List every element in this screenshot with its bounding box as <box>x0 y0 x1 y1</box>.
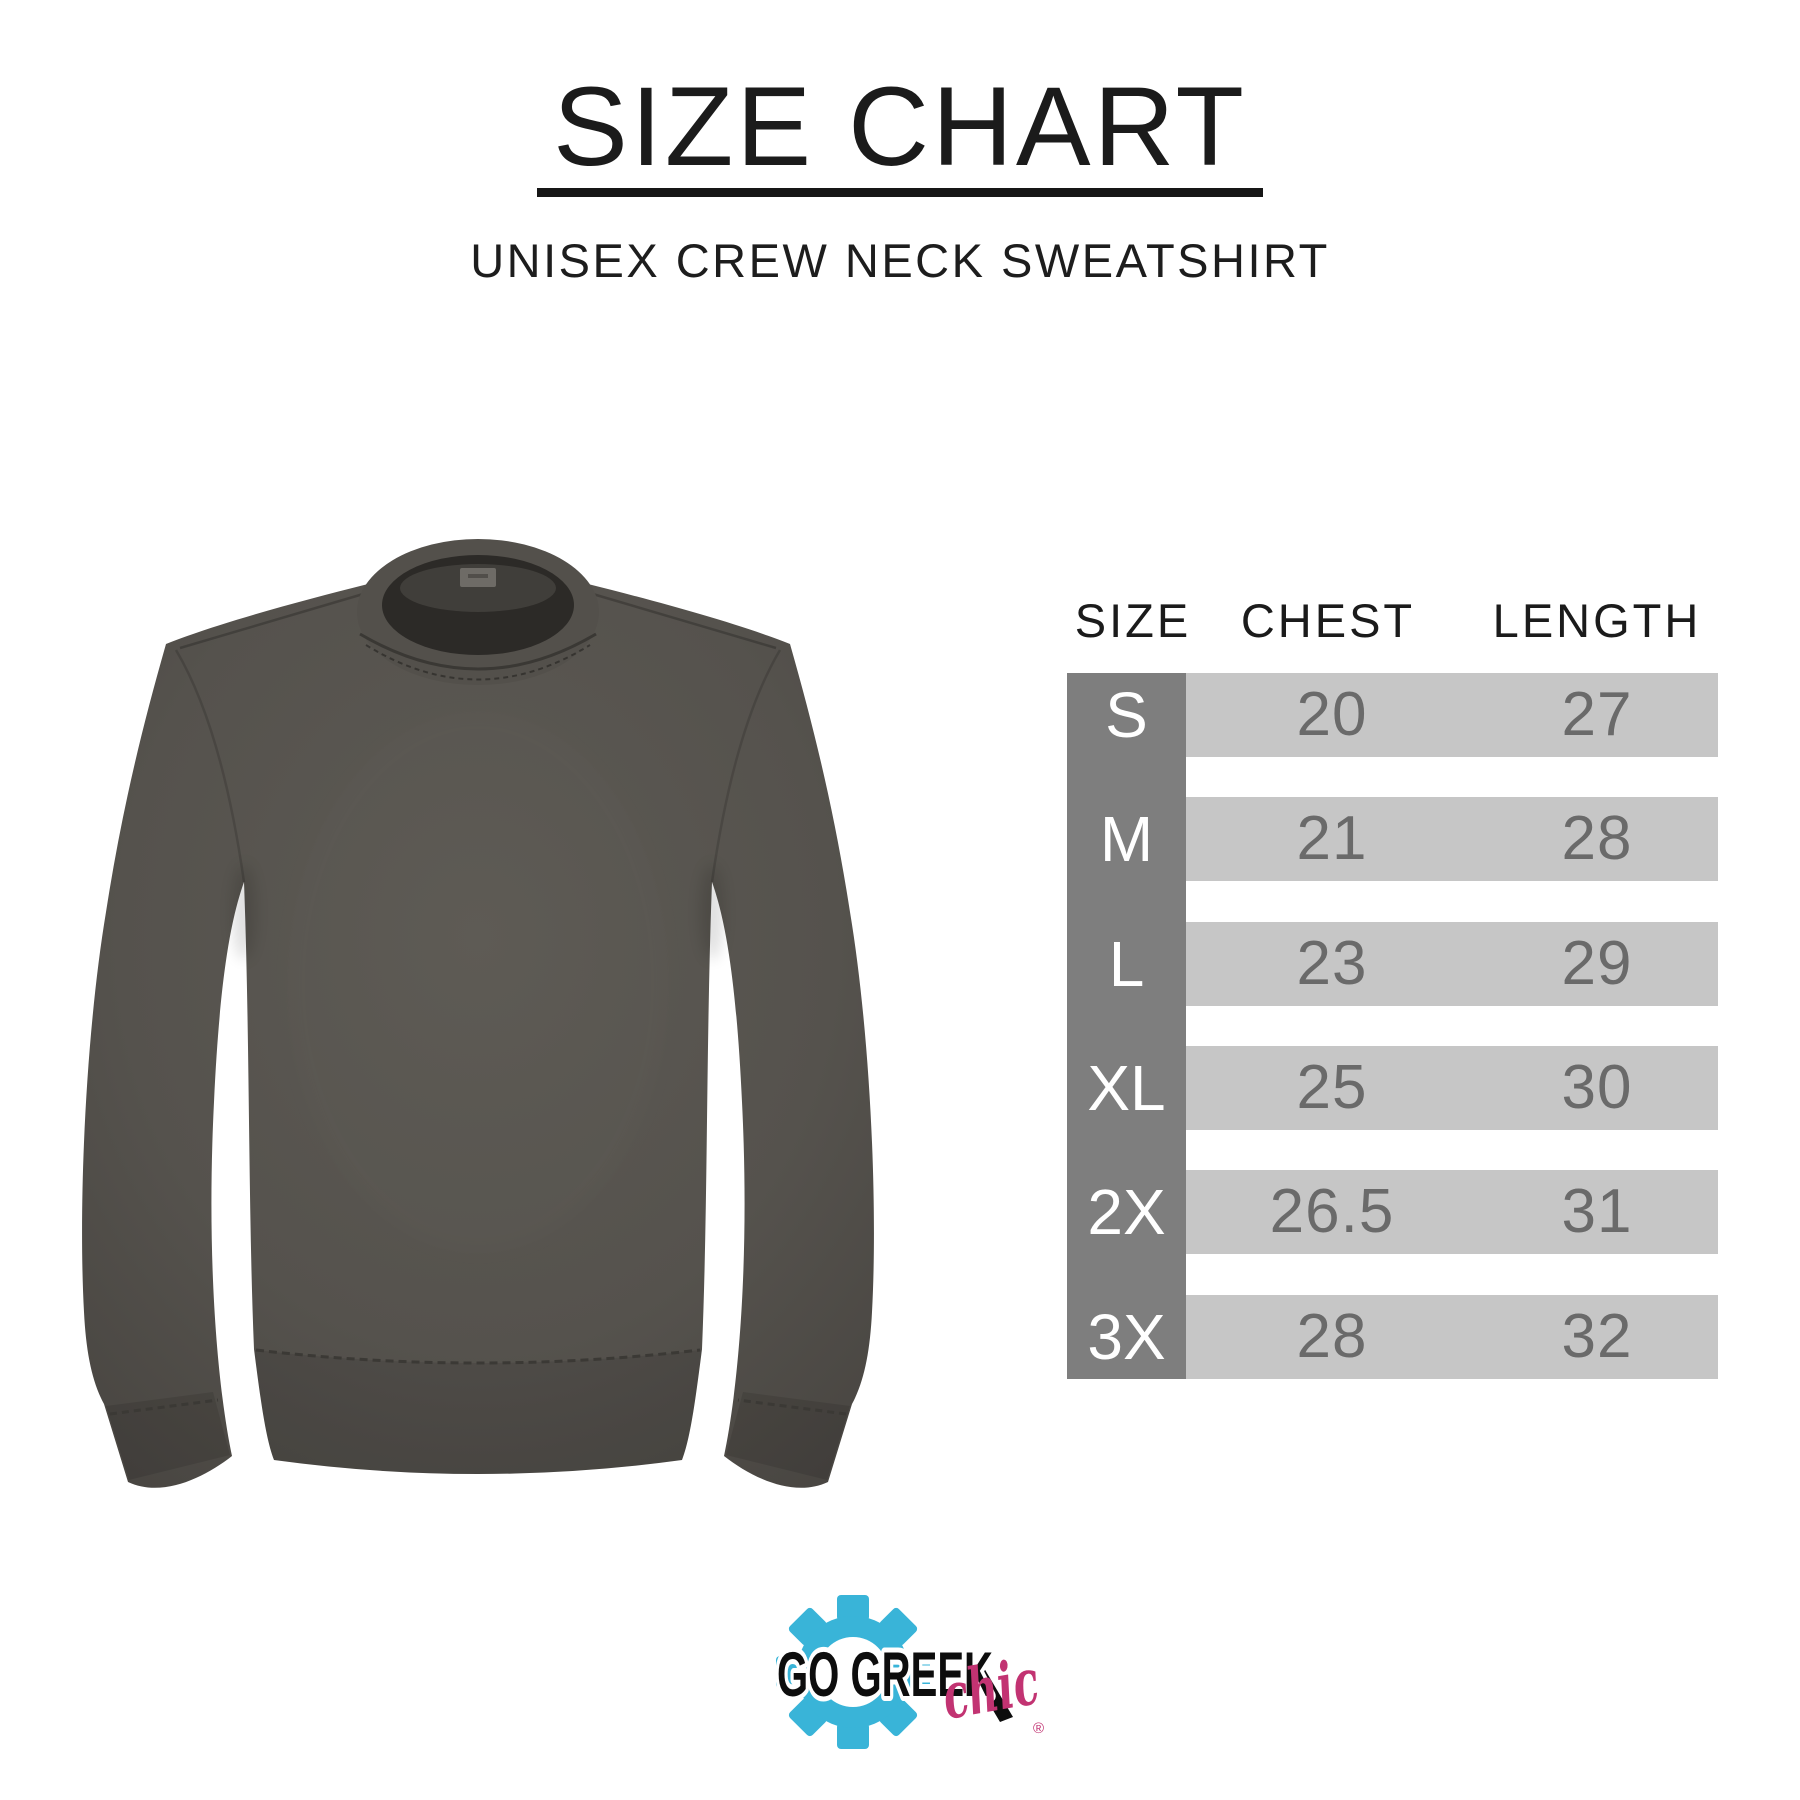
length-value: 30 <box>1561 1053 1633 1122</box>
length-value: 29 <box>1561 929 1633 998</box>
table-row: 26.5 31 <box>1186 1170 1718 1254</box>
shoulder-seam-left <box>179 590 371 650</box>
armpit-shadow-right <box>700 864 724 960</box>
chest-highlight <box>288 712 668 1252</box>
size-label: 2X <box>1087 1176 1166 1248</box>
waistband <box>254 1349 702 1474</box>
length-value: 31 <box>1561 1177 1633 1246</box>
k-leg-flourish <box>971 1668 1013 1722</box>
gear-icon <box>776 1595 930 1749</box>
size-label: S <box>1105 679 1148 751</box>
collar-stitch-1 <box>359 632 597 671</box>
size-label: M <box>1099 803 1154 875</box>
neck-tag-print <box>468 574 488 578</box>
page-subtitle: UNISEX CREW NECK SWEATSHIRT <box>470 234 1330 287</box>
logo-script-word: chic <box>937 1644 1045 1735</box>
sleeve-seam-left <box>174 649 246 883</box>
page-title: SIZE CHART <box>553 64 1247 189</box>
table-row: 28 32 <box>1186 1295 1718 1379</box>
chest-value: 28 <box>1296 1302 1368 1371</box>
cuff-stitch-right <box>737 1398 847 1416</box>
armpit-shadow-left <box>232 864 256 960</box>
size-label: L <box>1108 928 1145 1000</box>
table-row: 25 30 <box>1186 1046 1718 1130</box>
registered-mark: ® <box>1033 1720 1044 1737</box>
size-label: XL <box>1087 1052 1166 1124</box>
size-label-column: S M L XL 2X 3X <box>1067 673 1186 1379</box>
column-header-size: SIZE <box>1074 594 1192 647</box>
chest-value: 23 <box>1296 929 1368 998</box>
brand-logo: GO GREEK chic ® <box>772 1595 1045 1749</box>
shoulder-seam-right <box>585 590 777 650</box>
chest-value: 25 <box>1296 1053 1368 1122</box>
title-underline <box>537 188 1263 197</box>
cuff-left <box>106 1392 230 1480</box>
collar-stitch-2 <box>365 644 591 681</box>
logo-wordmark: GO GREEK <box>777 1640 993 1710</box>
length-value: 28 <box>1561 804 1633 873</box>
collar-back-wall <box>400 564 556 612</box>
cuff-right <box>726 1392 850 1480</box>
table-row: 21 28 <box>1186 797 1718 881</box>
chest-value: 20 <box>1296 680 1368 749</box>
chest-value: 21 <box>1296 804 1368 873</box>
table-row: 20 27 <box>1186 673 1718 757</box>
waistband-stitch <box>255 1348 701 1365</box>
sleeve-seam-right <box>710 649 782 883</box>
cuff-stitch-left <box>109 1398 219 1416</box>
column-header-length: LENGTH <box>1492 594 1702 647</box>
gear-hole <box>818 1637 888 1707</box>
length-value: 27 <box>1561 680 1633 749</box>
sweatshirt-product-image <box>82 539 874 1488</box>
column-header-chest: CHEST <box>1240 594 1416 647</box>
length-value: 32 <box>1561 1302 1633 1371</box>
size-label: 3X <box>1087 1301 1166 1373</box>
chest-value: 26.5 <box>1269 1177 1395 1246</box>
table-row: 23 29 <box>1186 922 1718 1006</box>
